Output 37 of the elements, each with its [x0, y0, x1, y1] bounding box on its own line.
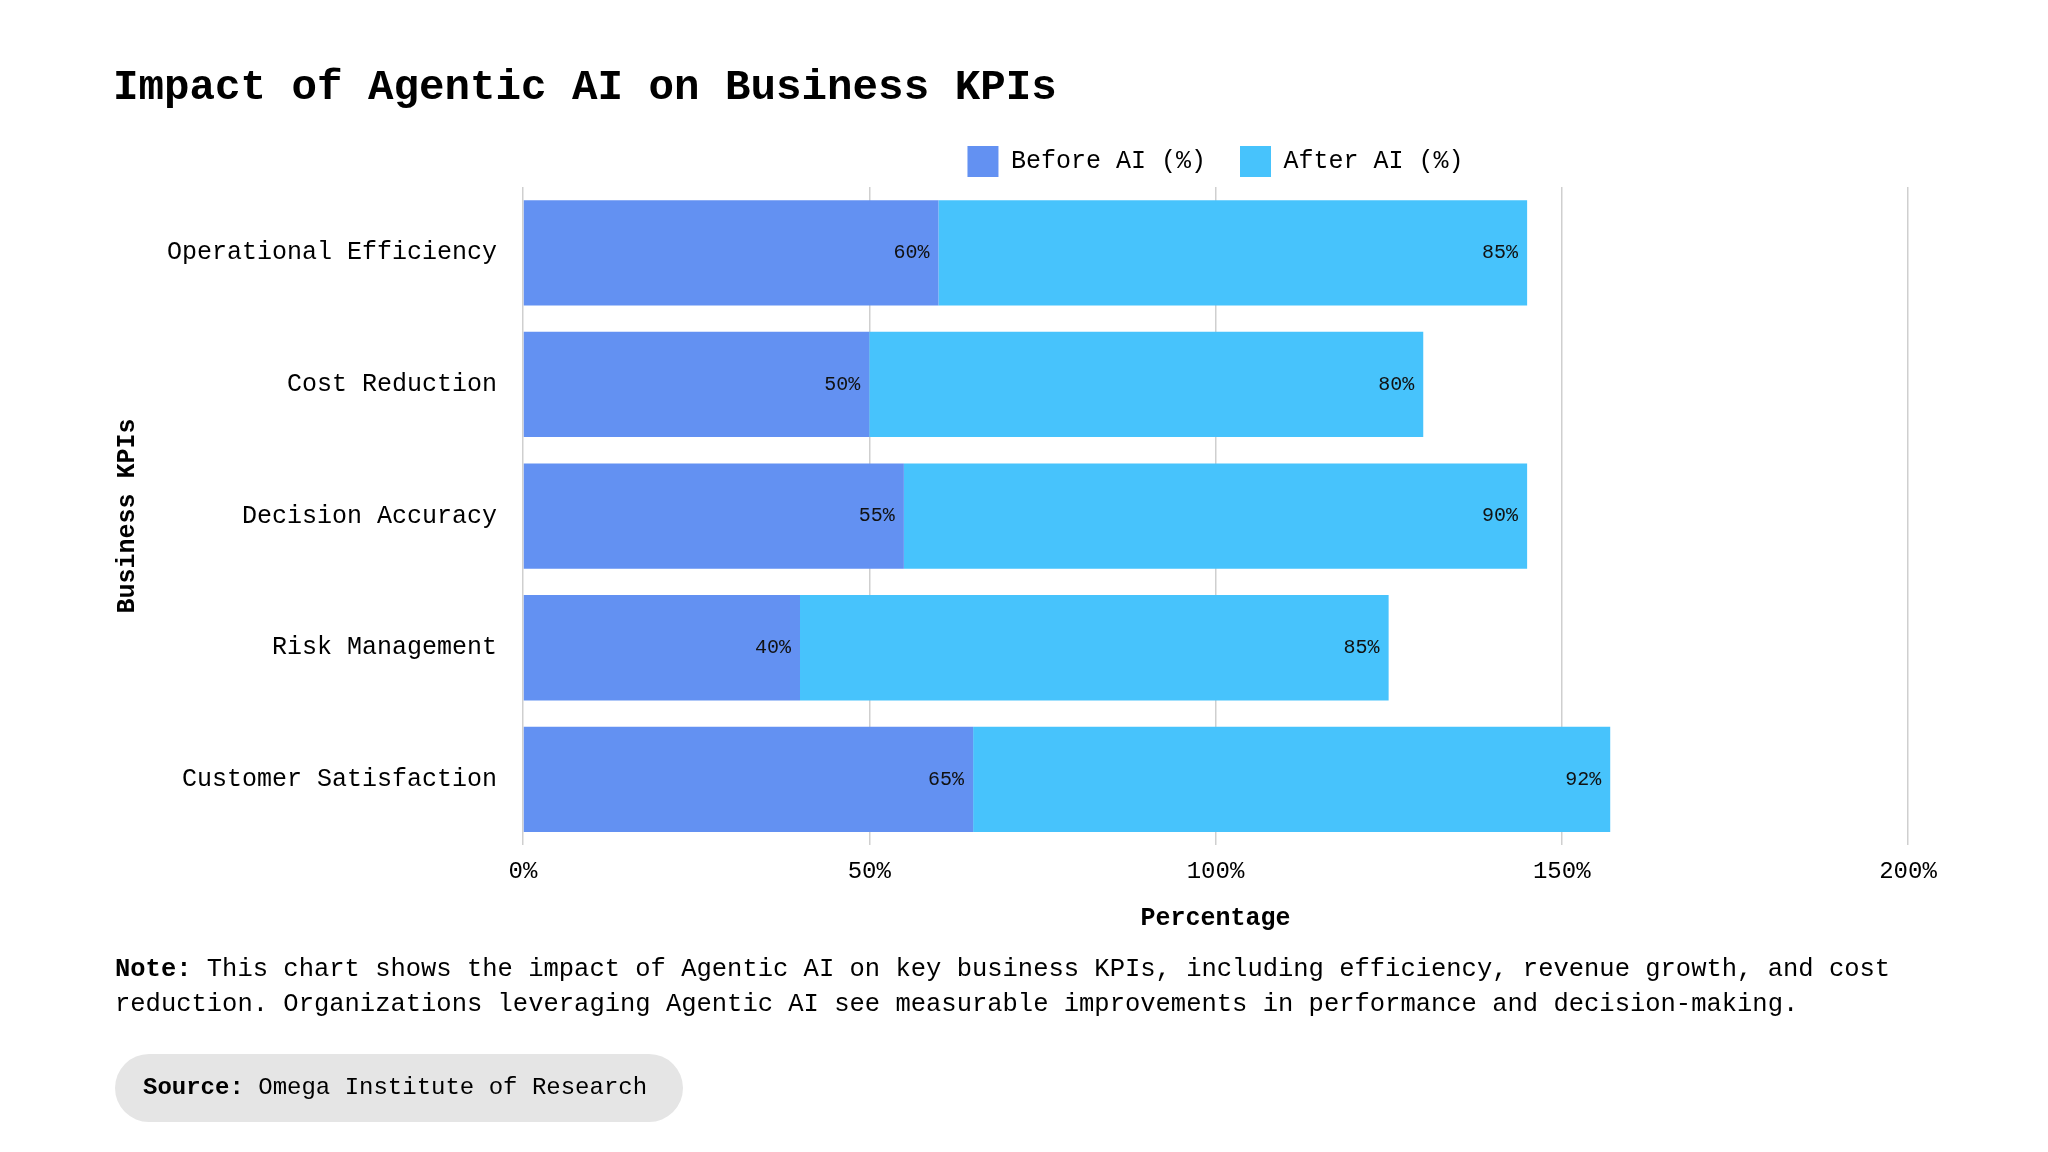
data-label: 85% — [1343, 636, 1381, 660]
bar — [973, 726, 1611, 833]
chart-title: Impact of Agentic AI on Business KPIs — [113, 63, 1057, 114]
bar — [800, 595, 1389, 701]
data-label: 50% — [824, 372, 862, 396]
y-tick-label: Cost Reduction — [286, 370, 497, 400]
y-axis-title: Business KPIs — [113, 418, 143, 614]
data-label: 65% — [928, 767, 966, 791]
x-tick-label: 150% — [1532, 857, 1592, 885]
bar — [903, 463, 1528, 569]
bar — [523, 331, 870, 438]
y-tick-label: Customer Satisfaction — [181, 765, 497, 795]
data-label: 85% — [1482, 241, 1520, 265]
data-label: 92% — [1565, 767, 1603, 791]
bar — [523, 595, 800, 701]
y-tick-label: Decision Accuracy — [241, 501, 497, 531]
data-label: 80% — [1378, 372, 1416, 396]
text: Note: This chart shows the impact of Agentic AI on key business KPIs, including efficiency, revenue growth, and cost reduction. Organizations leveraging Agentic AI see measurable improvements in performance and decision-making. — [115, 954, 1892, 1021]
x-axis-title: Percentage — [1140, 904, 1291, 934]
bar — [523, 463, 904, 569]
legend-label: After AI (%) — [1283, 147, 1464, 177]
data-label: 90% — [1482, 504, 1520, 528]
x-tick-label: 200% — [1879, 857, 1938, 885]
bar — [938, 200, 1528, 306]
x-tick-label: 0% — [508, 857, 538, 885]
x-tick-label: 100% — [1186, 857, 1245, 885]
data-label: 60% — [893, 241, 931, 265]
y-tick-label: Operational Efficiency — [166, 238, 497, 268]
data-label: 55% — [858, 504, 896, 528]
y-tick-label: Risk Management — [271, 633, 497, 663]
x-tick-label: 50% — [847, 857, 892, 885]
bar — [869, 331, 1424, 438]
legend-label: Before AI (%) — [1010, 147, 1207, 177]
data-label: 40% — [754, 636, 792, 660]
source-note: Source: Omega Institute of Research — [115, 1054, 684, 1122]
bar — [523, 726, 974, 833]
bar — [523, 200, 939, 306]
